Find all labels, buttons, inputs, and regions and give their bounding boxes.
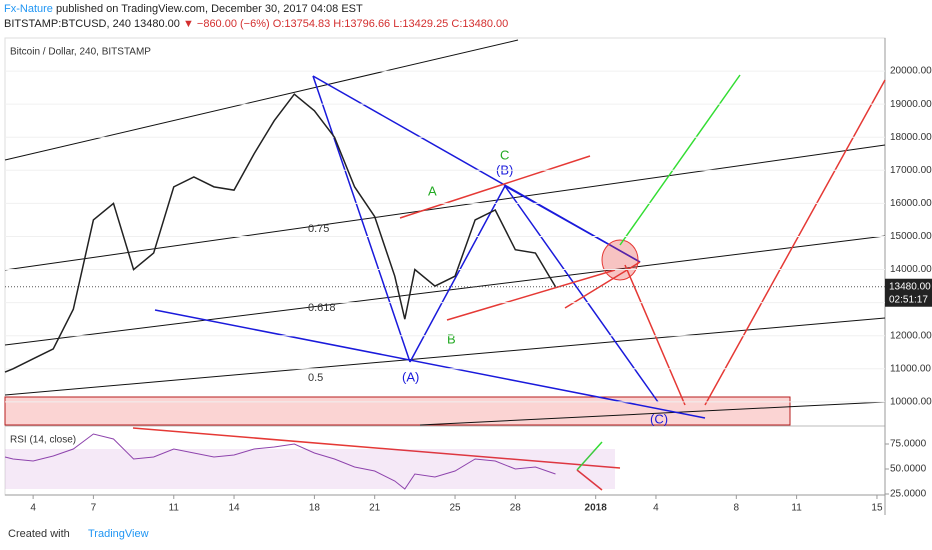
rsi-tick-label: 75.0000 <box>890 439 927 450</box>
pane-title: Bitcoin / Dollar, 240, BITSTAMP <box>10 47 151 58</box>
y-tick-label: 16000.00 <box>890 198 932 209</box>
x-tick-label: 8 <box>734 503 740 514</box>
footer-brand[interactable]: TradingView <box>88 528 149 540</box>
countdown: 02:51:17 <box>889 294 928 305</box>
x-tick-label: 7 <box>91 503 97 514</box>
green-arrows <box>576 74 741 471</box>
c: C:13480.00 <box>451 18 509 30</box>
footer-created: Created with <box>8 528 70 540</box>
wave-label: C <box>500 147 509 162</box>
wave-label: (A) <box>402 369 419 384</box>
x-tick-label: 4 <box>653 503 659 514</box>
fib: 0.5 <box>308 372 323 384</box>
rsi-title: RSI (14, close) <box>10 435 76 446</box>
price-line <box>4 93 557 373</box>
x-tick-label: 15 <box>871 503 883 514</box>
h: H:13796.66 <box>333 18 391 30</box>
rsi-tick-label: 25.0000 <box>890 489 927 500</box>
y-tick-label: 11000.00 <box>890 363 931 374</box>
waves <box>154 75 706 419</box>
author[interactable]: Fx-Nature <box>4 3 53 15</box>
y-tick-label: 12000.00 <box>890 330 932 341</box>
fib: 0.75 <box>308 223 329 235</box>
y-tick-label: 19000.00 <box>890 99 932 110</box>
x-tick-label: 18 <box>309 503 321 514</box>
symbol: BITSTAMP:BTCUSD, 240 <box>4 18 131 30</box>
rsi-tick-label: 50.0000 <box>890 464 927 475</box>
y-tick-label: 17000.00 <box>890 165 932 176</box>
wave-label: A <box>428 183 437 198</box>
x-tick-label: 11 <box>791 503 802 514</box>
x-tick-label: 28 <box>510 503 522 514</box>
header-line: Fx-Nature published on TradingView.com, … <box>4 3 363 15</box>
y-tick-label: 18000.00 <box>890 132 932 143</box>
y-tick-label: 10000.00 <box>890 396 932 407</box>
x-tick-label: 2018 <box>585 503 608 514</box>
y-tick-label: 14000.00 <box>890 264 932 275</box>
last: 13480.00 <box>134 18 180 30</box>
symbol-line: BITSTAMP:BTCUSD, 240 13480.00 ▼ −860.00 … <box>4 18 508 30</box>
rsi-line <box>4 433 556 490</box>
y-tick-label: 15000.00 <box>890 231 932 242</box>
wave-label: B <box>447 331 456 346</box>
red-lines <box>132 79 886 491</box>
last-price-label: 13480.00 <box>889 281 931 292</box>
channel <box>4 39 886 426</box>
change: ▼ −860.00 (−6%) <box>182 18 270 30</box>
x-tick-label: 21 <box>369 503 381 514</box>
x-tick-label: 4 <box>30 503 36 514</box>
chart: Bitcoin / Dollar, 240, BITSTAMP RSI (14,… <box>4 37 932 540</box>
rsi-band <box>5 449 615 489</box>
last-price-badge <box>885 278 932 307</box>
l: L:13429.25 <box>393 18 449 30</box>
x-tick-label: 11 <box>169 503 180 514</box>
o: O:13754.83 <box>272 18 331 30</box>
x-tick-label: 14 <box>228 503 240 514</box>
x-tick-label: 25 <box>449 503 461 514</box>
fib: 0.618 <box>308 302 336 314</box>
wave-label: (C) <box>650 411 668 426</box>
published: published on TradingView.com, December 3… <box>55 3 363 15</box>
target-ellipse <box>601 239 639 281</box>
y-tick-label: 20000.00 <box>890 66 932 77</box>
